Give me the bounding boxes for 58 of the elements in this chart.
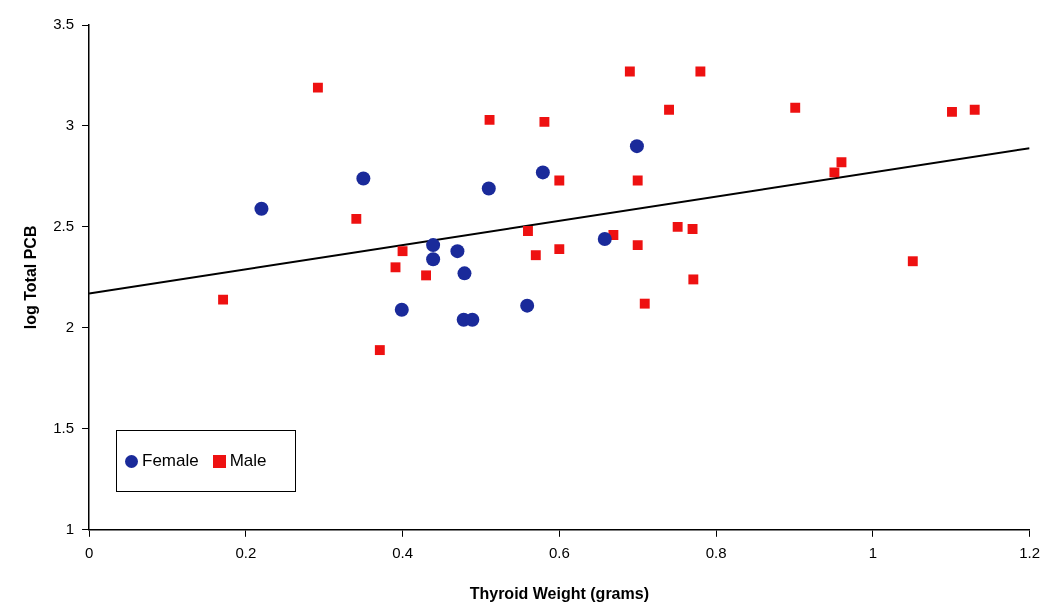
point: [254, 201, 269, 216]
point: [836, 157, 847, 168]
point: [695, 66, 706, 77]
point: [421, 270, 432, 281]
point: [351, 213, 362, 224]
point: [597, 232, 612, 247]
point: [539, 116, 550, 127]
point: [520, 298, 535, 313]
point: [632, 175, 643, 186]
point: [639, 298, 650, 309]
y-tick-label: 1: [65, 519, 75, 537]
x-tick-label: 1.2: [1019, 543, 1040, 561]
point: [907, 256, 918, 267]
point: [523, 226, 533, 236]
point: [356, 171, 371, 186]
y-axis-title: log Total PCB: [22, 225, 40, 330]
x-axis-title: Thyroid Weight (grams): [469, 584, 649, 602]
x-tick-label: 1: [868, 543, 877, 561]
point: [790, 102, 801, 113]
x-tick-label: 0.6: [548, 543, 570, 561]
y-tick-label: 1.5: [53, 418, 75, 436]
point: [397, 246, 408, 257]
x-tick-label: 0: [84, 543, 94, 561]
point: [664, 104, 674, 115]
y-tick-label: 3: [65, 116, 75, 134]
point: [481, 181, 496, 196]
y-tick-label: 2.5: [53, 217, 75, 235]
point: [535, 165, 550, 180]
point: [457, 266, 472, 281]
point: [688, 274, 699, 285]
point: [426, 238, 441, 253]
point: [554, 175, 565, 186]
point: [632, 240, 643, 251]
y-tick-label: 2: [65, 318, 75, 336]
point: [390, 262, 401, 273]
point: [530, 250, 541, 261]
point: [465, 312, 480, 327]
point: [947, 106, 957, 117]
point: [218, 294, 229, 305]
point: [624, 66, 635, 77]
point: [672, 221, 683, 232]
x-tick-label: 0.8: [705, 543, 727, 561]
point: [426, 252, 441, 267]
y-tick-label: 3.5: [53, 15, 75, 33]
point: [629, 139, 644, 154]
legend-label: Female: [142, 451, 199, 471]
point: [969, 104, 980, 115]
point: [450, 244, 465, 259]
point: [687, 223, 698, 234]
x-tick-label: 0.2: [235, 543, 257, 561]
point: [554, 244, 565, 255]
point: [394, 302, 409, 317]
point: [484, 114, 495, 125]
x-tick-label: 0.4: [392, 543, 413, 561]
point: [312, 82, 323, 93]
point: [829, 167, 840, 178]
legend-label: Male: [229, 451, 267, 471]
point: [374, 345, 385, 356]
